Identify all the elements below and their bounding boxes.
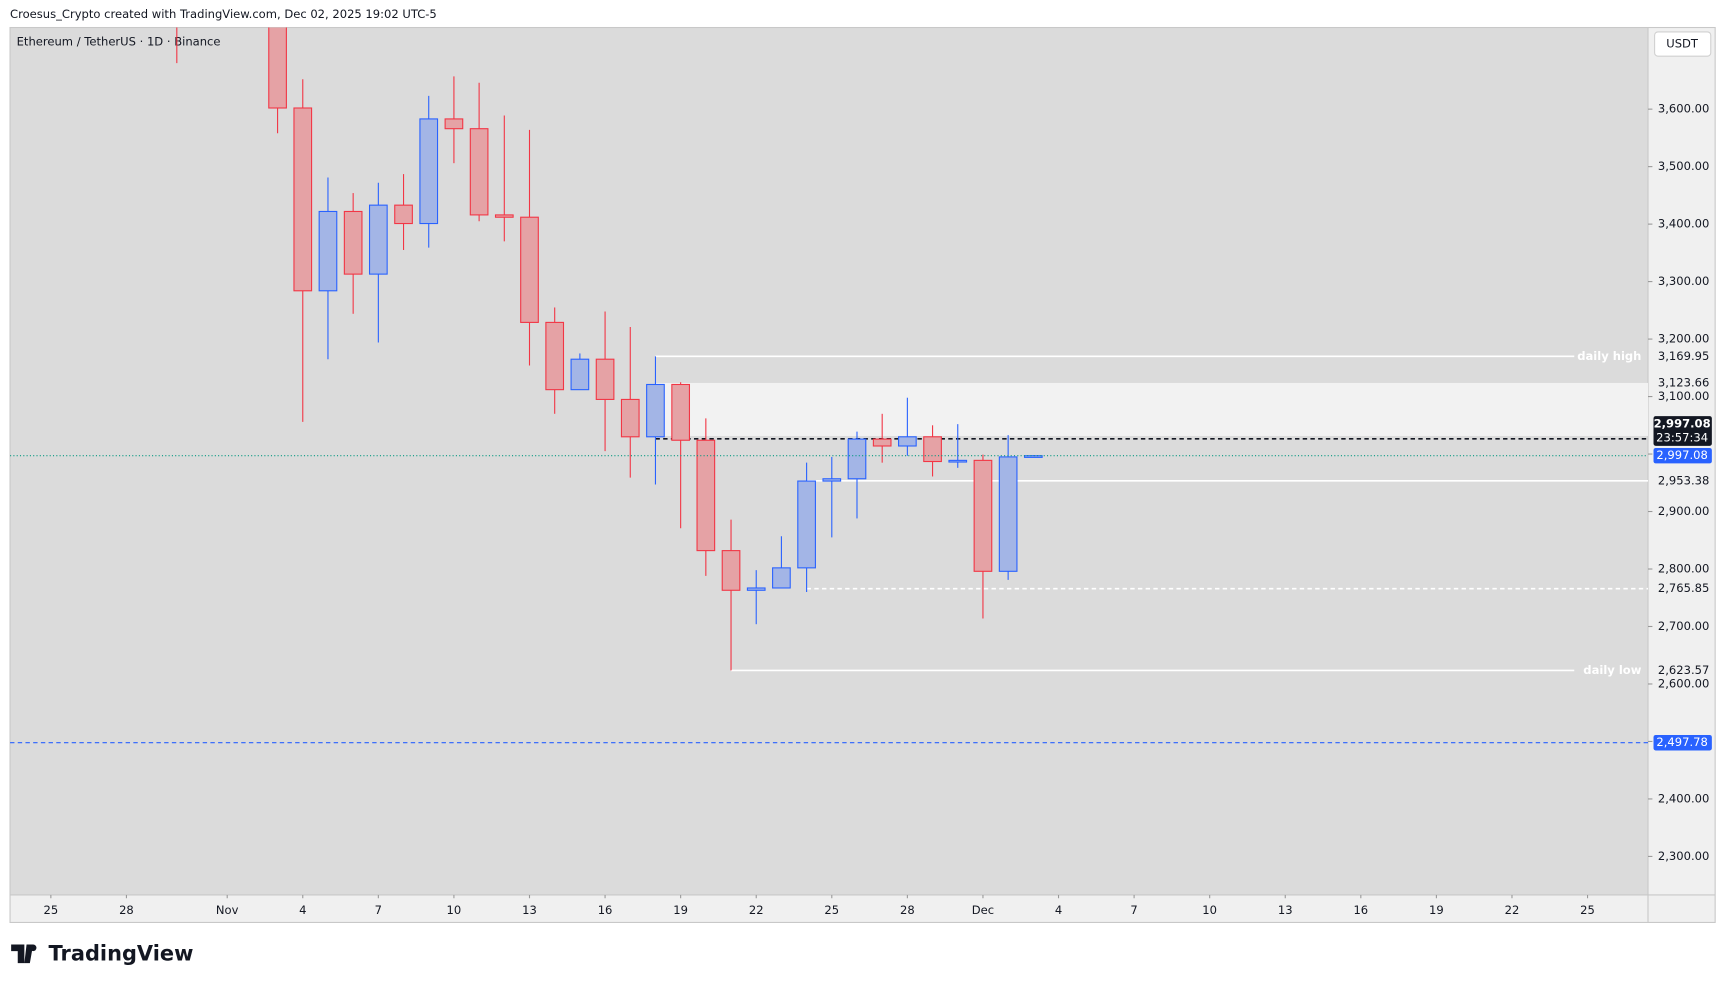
countdown-bg — [1653, 416, 1712, 446]
countdown-price: 2,997.08 — [1654, 416, 1711, 430]
y-tick-label: 3,100.00 — [1658, 389, 1709, 403]
candle-body — [772, 567, 791, 589]
candle-body — [746, 587, 766, 591]
x-tick-label: 10 — [1202, 903, 1217, 917]
candle-body — [595, 358, 615, 400]
last-price-bg — [1653, 448, 1712, 464]
alert-label: 2,497.78 — [1656, 735, 1707, 749]
y-tick-label: 3,300.00 — [1658, 274, 1709, 288]
candle-body — [923, 436, 942, 463]
candle-body — [520, 216, 539, 323]
candle-body — [671, 383, 691, 441]
x-tick-label: 19 — [673, 903, 688, 917]
y-tick-label: 3,400.00 — [1658, 217, 1709, 231]
level-label: 2,765.85 — [1658, 581, 1709, 595]
level-annotation: daily high — [1577, 349, 1641, 363]
candle-body — [1023, 455, 1043, 458]
frame — [9, 26, 1716, 924]
x-tick-label: 13 — [522, 903, 537, 917]
x-tick-label: 7 — [1130, 903, 1137, 917]
candle-body — [847, 438, 867, 480]
candle-body — [419, 118, 439, 225]
candle-body — [444, 118, 464, 130]
x-tick-label: Dec — [972, 903, 994, 917]
logo-text: TradingView — [49, 941, 194, 965]
candle-body — [948, 459, 968, 463]
level-annotation: daily low — [1583, 663, 1641, 677]
candle-body — [469, 128, 489, 216]
candle-body — [646, 383, 665, 438]
candle-body — [494, 214, 514, 218]
x-tick-label: 13 — [1278, 903, 1293, 917]
level-label: 2,623.57 — [1658, 663, 1709, 677]
candle-body — [394, 204, 413, 225]
y-tick-label: 2,600.00 — [1658, 676, 1709, 690]
y-tick-label: 2,700.00 — [1658, 619, 1709, 633]
candle-body — [822, 478, 842, 482]
candle-body — [545, 321, 565, 391]
x-tick-label: Nov — [216, 903, 239, 917]
x-tick-label: 22 — [749, 903, 764, 917]
x-tick-label: 4 — [299, 903, 306, 917]
level-label-bg — [1650, 580, 1715, 597]
candle-body — [318, 210, 338, 292]
y-tick-label: 3,200.00 — [1658, 332, 1709, 346]
countdown: 23:57:34 — [1656, 431, 1708, 445]
plot — [10, 27, 1649, 744]
x-tick-label: 16 — [598, 903, 613, 917]
level-label: 2,953.38 — [1658, 473, 1709, 487]
candle-body — [998, 456, 1018, 572]
zone — [655, 382, 1649, 436]
y-tick-label: 2,400.00 — [1658, 791, 1709, 805]
candle-body — [570, 358, 590, 391]
logo: TradingView — [11, 941, 193, 965]
candle-body — [898, 436, 917, 447]
x-tick-label: 16 — [1353, 903, 1368, 917]
candle-body — [872, 438, 892, 447]
level-label-bg — [1650, 473, 1715, 489]
x-tick-label: 10 — [447, 903, 462, 917]
y-tick-label: 3,600.00 — [1658, 102, 1709, 116]
level-label-bg — [1650, 662, 1715, 679]
symbol-title: Ethereum / TetherUS · 1D · Binance — [17, 34, 221, 48]
candle-body — [721, 550, 741, 591]
x-tick-label: 22 — [1505, 903, 1520, 917]
x-tick-label: 25 — [1580, 903, 1595, 917]
axes: 2,300.002,400.002,500.002,600.002,700.00… — [44, 102, 1715, 917]
candle-body — [696, 439, 716, 552]
time-axis — [10, 894, 1716, 923]
x-tick-label: 4 — [1055, 903, 1062, 917]
candle-body — [620, 398, 640, 438]
x-tick-label: 28 — [900, 903, 915, 917]
plot-bg — [10, 27, 1649, 895]
candle-body — [293, 107, 313, 292]
currency[interactable]: USDT — [1666, 37, 1699, 51]
zone-label: 3,123.66 — [1658, 375, 1709, 389]
last-price-label: 2,997.08 — [1656, 448, 1707, 462]
currency-button[interactable] — [1654, 31, 1712, 57]
level-label: 3,169.95 — [1658, 349, 1709, 363]
y-tick-label: 2,800.00 — [1658, 562, 1709, 576]
x-tick-label: 25 — [44, 903, 59, 917]
x-tick-label: 28 — [119, 903, 134, 917]
x-tick-label: 19 — [1429, 903, 1444, 917]
alert-label-bg — [1653, 735, 1712, 751]
candle-body — [368, 204, 388, 275]
header: Croesus_Crypto created with TradingView.… — [10, 7, 437, 21]
x-tick-label: 25 — [824, 903, 839, 917]
candle-body — [343, 210, 363, 275]
candle-body — [797, 480, 816, 569]
candle-body — [973, 459, 993, 572]
y-tick-label: 2,300.00 — [1658, 849, 1709, 863]
y-tick-label: 3,500.00 — [1658, 159, 1709, 173]
x-tick-label: 7 — [375, 903, 382, 917]
y-tick-label: 2,900.00 — [1658, 504, 1709, 518]
candle-body — [268, 27, 287, 109]
level-label-bg — [1650, 348, 1715, 365]
